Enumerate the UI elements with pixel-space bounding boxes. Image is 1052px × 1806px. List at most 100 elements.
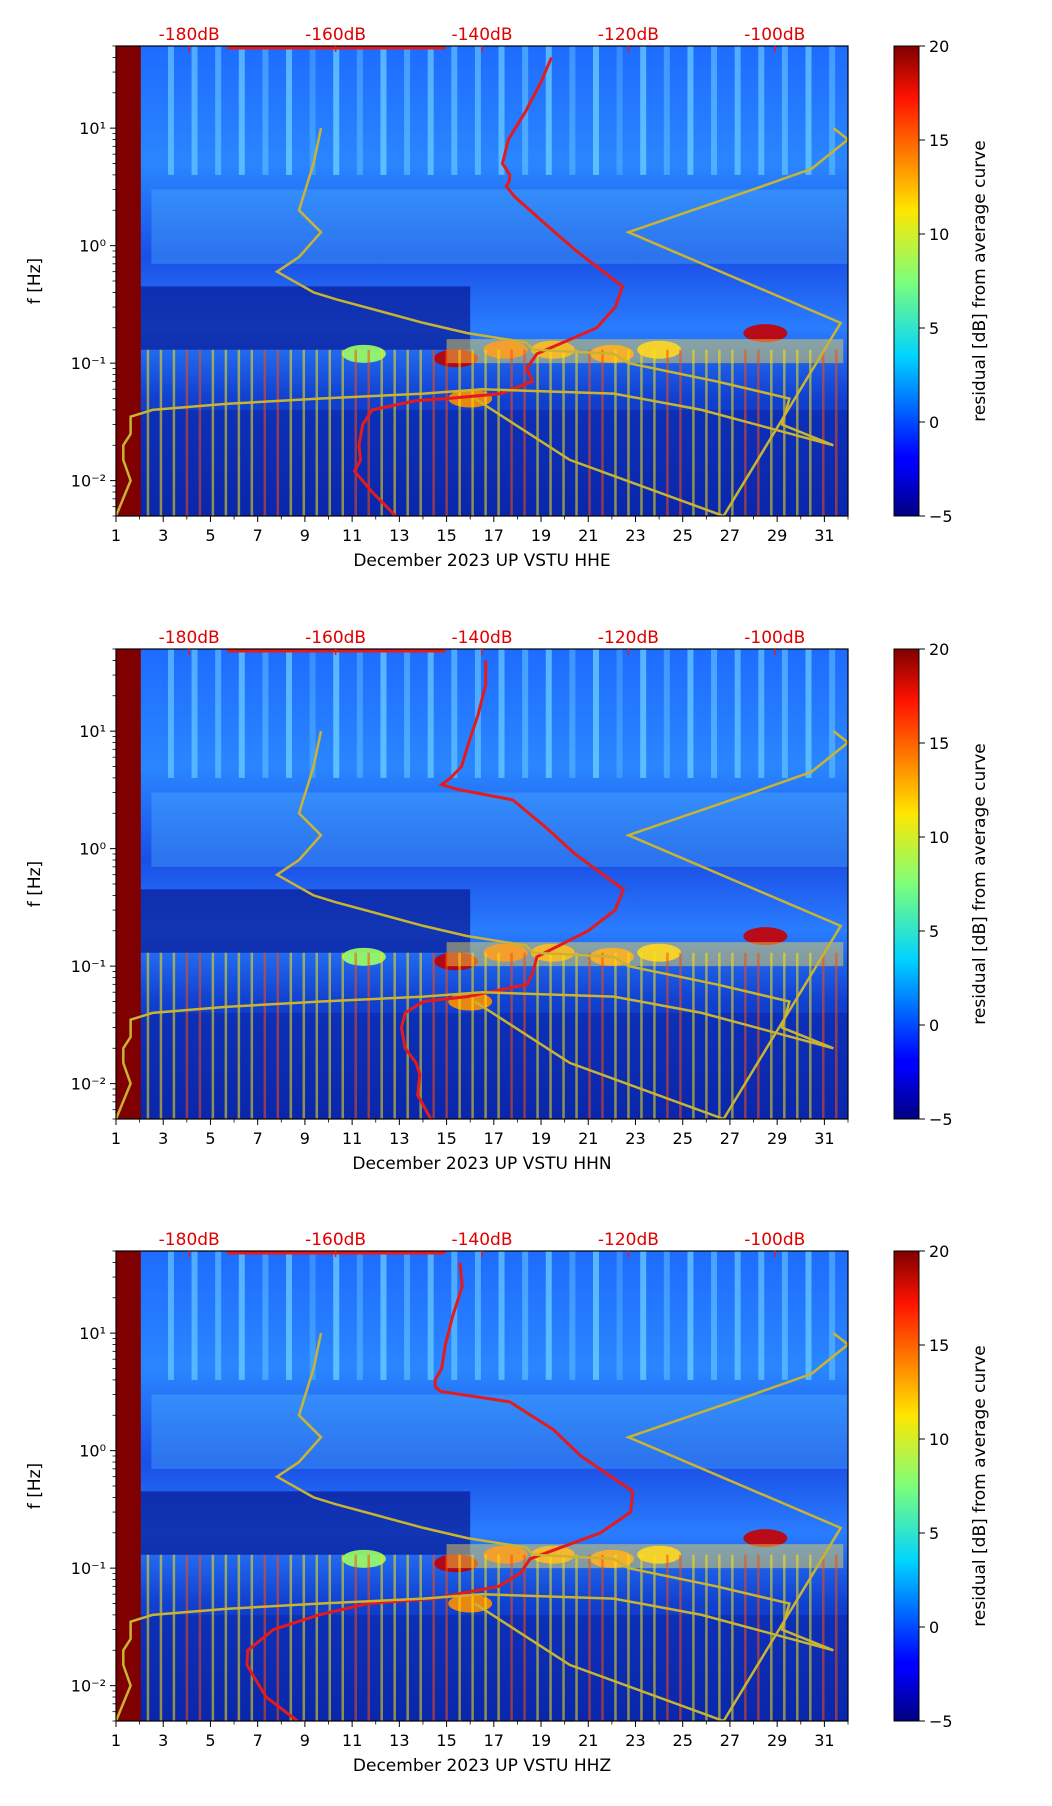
event-spike [237, 952, 241, 1119]
colorbar-tick-label: 15 [929, 131, 949, 150]
average-psd-line [245, 1262, 635, 1721]
event-spike [380, 952, 383, 1119]
event-spike [731, 349, 734, 516]
event-spike [315, 1554, 319, 1721]
event-spike [315, 349, 319, 516]
event-spike [809, 349, 812, 516]
noise-model-line [116, 1332, 834, 1721]
event-spike [666, 1554, 669, 1721]
noise-streak [687, 1251, 694, 1380]
noise-streak [238, 649, 245, 778]
event-spike [367, 952, 370, 1119]
x-tick-label: 15 [436, 526, 456, 545]
event-spike [237, 1554, 241, 1721]
y-tick-label: 10¹ [79, 722, 106, 741]
event-spike [211, 952, 215, 1119]
x-tick-label: 3 [158, 1129, 168, 1148]
event-spike [432, 1554, 435, 1721]
noise-model-line [116, 127, 834, 516]
event-spike [484, 1554, 487, 1721]
y-tick-label: 10⁻² [71, 1677, 106, 1696]
event-spike [406, 1554, 409, 1721]
event-spike [341, 349, 345, 516]
event-spike [614, 952, 617, 1119]
event-spike [198, 1554, 202, 1721]
noise-streak [427, 1251, 434, 1380]
event-spike [796, 952, 799, 1119]
event-spike [289, 349, 293, 516]
event-spike [653, 349, 656, 516]
y-axis: 10⁻² 10⁻¹ 10⁰ 10¹ [71, 119, 106, 490]
x-tick-label: 19 [531, 1731, 551, 1750]
event-spike [666, 349, 669, 516]
event-spike [718, 952, 721, 1119]
noise-streak [262, 1251, 269, 1380]
event-spike [679, 349, 682, 516]
noise-streak [640, 46, 647, 175]
event-spike [497, 349, 500, 516]
x-tick-label: 15 [436, 1731, 456, 1750]
noise-streak [545, 1251, 552, 1380]
x-tick-label: 9 [300, 526, 310, 545]
colorbar-tick-label: 20 [929, 640, 949, 659]
colorbar-tick-label: 10 [929, 828, 949, 847]
x-tick-label: 11 [342, 1129, 362, 1148]
event-spike [263, 952, 267, 1119]
noise-streak [167, 649, 174, 778]
event-spike [770, 952, 773, 1119]
event-spike [315, 952, 319, 1119]
x-axis-title: December 2023 UP VSTU HHN [352, 1154, 611, 1174]
event-spike [380, 349, 383, 516]
x-axis: 1 3 5 7 9 11 13 15 17 19 21 23 25 27 29 … [111, 1129, 835, 1148]
colorbar-tick-label: 0 [929, 413, 939, 432]
event-spike [796, 349, 799, 516]
event-spike [497, 952, 500, 1119]
event-spike [341, 952, 345, 1119]
colorbar-tick-label: 10 [929, 1430, 949, 1449]
event-spike [770, 349, 773, 516]
event-spike [198, 952, 202, 1119]
event-spike [458, 952, 461, 1119]
event-spike [341, 1554, 345, 1721]
x-tick-label: 5 [205, 1129, 215, 1148]
event-spike [692, 952, 695, 1119]
x-tick-label: 25 [673, 526, 693, 545]
top-tick-label: -160dB [305, 25, 366, 45]
quiet-band [116, 889, 471, 953]
microseism-blob [743, 927, 788, 946]
event-spike [237, 349, 241, 516]
colorbar-tick-label: −5 [929, 1110, 953, 1129]
top-tick-label: -100dB [744, 628, 805, 648]
top-tick-label: -140dB [451, 628, 512, 648]
y-tick-label: 10⁻¹ [71, 1559, 106, 1578]
noise-streak [592, 46, 599, 175]
event-spike [328, 349, 332, 516]
event-spike [705, 349, 708, 516]
noise-streak [592, 1251, 599, 1380]
event-spike [159, 952, 163, 1119]
colorbar-tick-label: 10 [929, 225, 949, 244]
panel-hhn: -180dB -160dB -140dB -120dB -100dB 1 3 5… [25, 628, 990, 1174]
noise-model-line [116, 730, 834, 1119]
x-tick-label: 17 [484, 1731, 504, 1750]
event-spike [328, 1554, 332, 1721]
event-spike [289, 1554, 293, 1721]
event-spike [302, 1554, 306, 1721]
x-tick-label: 23 [625, 526, 645, 545]
noise-streak [380, 649, 387, 778]
x-tick-label: 29 [767, 1129, 787, 1148]
event-spike [159, 349, 163, 516]
noise-streak [687, 46, 694, 175]
y-axis-title: f [Hz] [25, 861, 45, 907]
colorbar: 20 15 10 5 0 −5 residual [dB] from avera… [893, 1242, 990, 1731]
event-spike [796, 1554, 799, 1721]
x-tick-label: 19 [531, 526, 551, 545]
noise-streak [238, 46, 245, 175]
event-spike [185, 349, 189, 516]
y-tick-label: 10⁰ [79, 840, 106, 859]
x-tick-label: 31 [814, 1129, 834, 1148]
x-axis: 1 3 5 7 9 11 13 15 17 19 21 23 25 27 29 … [111, 526, 835, 545]
noise-streak [286, 46, 293, 175]
event-spike [692, 349, 695, 516]
noise-streak [427, 649, 434, 778]
